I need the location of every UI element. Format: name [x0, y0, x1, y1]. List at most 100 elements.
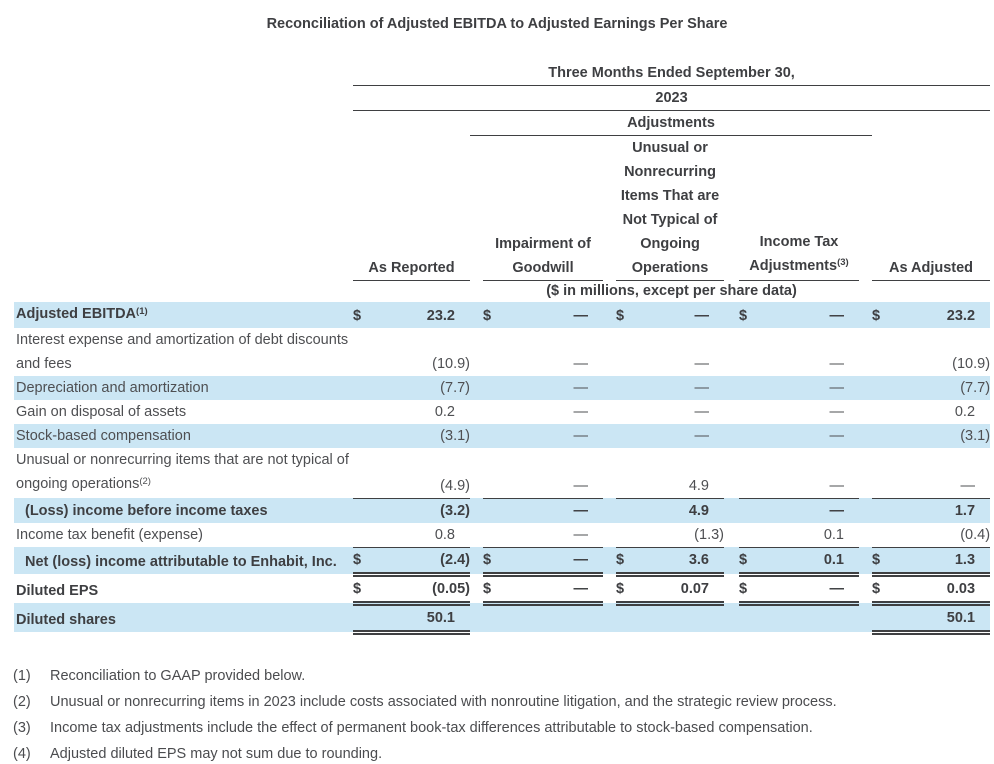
text-line: Impairment of: [495, 235, 591, 252]
cell-value: (7.7): [888, 376, 991, 400]
cell-value: 0.07: [632, 574, 724, 606]
cell-dollar-sign: $: [872, 302, 888, 328]
cell-value: 4.9: [632, 498, 724, 523]
cell-dollar-sign: [353, 603, 369, 635]
cell-value: —: [499, 424, 603, 448]
page-title: Reconciliation of Adjusted EBITDA to Adj…: [266, 16, 728, 32]
column-gap: [470, 574, 483, 603]
cell-dollar-sign: [739, 400, 755, 424]
table-row: Unusual or nonrecurring items that are n…: [14, 448, 991, 499]
col-header-unusual-nonrecurring-items: Unusual or Nonrecurring Items That are Not …: [616, 135, 724, 281]
column-gap: [724, 135, 739, 280]
text-line: Unusual or: [632, 139, 708, 156]
cell-dollar-sign: [739, 328, 755, 376]
column-gap: [724, 328, 739, 376]
cell-dollar-sign: $: [739, 547, 755, 577]
cell-value: 0.2: [954, 404, 976, 420]
row-label: Diluted shares: [14, 603, 353, 632]
text-line: Operations: [631, 259, 709, 276]
text-line: Income Tax: [759, 233, 839, 250]
cell-value: 0.1: [755, 547, 859, 577]
column-gap: [859, 603, 872, 632]
year-header: 2023: [353, 85, 991, 111]
cell-value: (1.3): [632, 522, 724, 548]
cell-dollar-sign: [483, 603, 499, 632]
column-gap: [603, 498, 616, 523]
footnote: (4) Adjusted diluted EPS may not sum due …: [13, 741, 994, 764]
column-gap: [859, 376, 872, 400]
cell-dollar-sign: [353, 328, 369, 376]
column-gap: [603, 135, 616, 280]
cell-dollar-sign: [353, 448, 369, 499]
cell-dollar-sign: [739, 498, 755, 523]
column-gap: [724, 547, 739, 574]
row-label: Gain on disposal of assets: [14, 400, 353, 424]
header-spacer: [14, 280, 353, 302]
cell-dollar-sign: $: [483, 574, 499, 606]
cell-dollar-sign: [872, 498, 888, 523]
cell-value: —: [829, 356, 845, 372]
cell-value: —: [632, 424, 724, 448]
column-gap: [724, 523, 739, 548]
cell-dollar-sign: [616, 498, 632, 523]
footnote-marker: (2): [13, 693, 31, 710]
cell-dollar-sign: [872, 448, 888, 499]
cell-value: 4.9: [632, 448, 724, 499]
cell-value: —: [755, 448, 859, 499]
header-spacer: [14, 135, 353, 280]
cell-dollar-sign: [483, 400, 499, 424]
cell-value: 50.1: [369, 603, 470, 635]
cell-value: [755, 603, 859, 632]
row-label: Stock-based compensation: [14, 424, 353, 448]
row-label: Income tax benefit (expense): [14, 523, 353, 548]
column-gap: [470, 424, 483, 448]
column-gap: [724, 376, 739, 400]
cell-dollar-sign: [616, 522, 632, 548]
cell-value: 0.03: [888, 574, 991, 606]
cell-dollar-sign: [872, 522, 888, 548]
period-header-row: Three Months Ended September 30,: [14, 60, 991, 86]
cell-value: —: [755, 376, 859, 400]
cell-dollar-sign: $: [483, 302, 499, 328]
cell-dollar-sign: $: [872, 547, 888, 577]
footnote-text: Income tax adjustments include the effec…: [50, 719, 813, 736]
text-line: Goodwill: [512, 259, 574, 276]
cell-dollar-sign: $: [739, 574, 755, 606]
column-gap: [859, 574, 872, 603]
cell-dollar-sign: [483, 424, 499, 448]
text-line: Gain on disposal of assets: [16, 404, 187, 420]
column-gap: [470, 135, 483, 280]
cell-value: —: [755, 574, 859, 606]
footnote-marker: (3): [13, 719, 31, 736]
column-gap: [470, 498, 483, 523]
text-line: Diluted shares: [16, 612, 116, 628]
text-line: Interest expense and amortization of deb…: [16, 332, 349, 348]
cell-dollar-sign: [483, 498, 499, 523]
footnote-reference: (1): [136, 305, 148, 317]
cell-value: —: [888, 448, 991, 499]
text-line: Adjustments(3): [749, 257, 849, 274]
cell-dollar-sign: [872, 328, 888, 376]
row-label: Adjusted EBITDA(1): [14, 302, 353, 328]
cell-value: 23.2: [888, 302, 991, 328]
column-gap: [603, 523, 616, 548]
cell-dollar-sign: $: [616, 574, 632, 606]
cell-dollar-sign: [739, 424, 755, 448]
column-gap: [470, 302, 483, 328]
column-gap: [724, 574, 739, 603]
cell-value: (0.4): [888, 522, 991, 548]
column-gap: [470, 376, 483, 400]
column-gap: [470, 400, 483, 424]
footnote-text: Reconciliation to GAAP provided below.: [50, 667, 306, 684]
cell-value: —: [632, 376, 724, 400]
cell-dollar-sign: [739, 376, 755, 400]
table-row: Stock-based compensation (3.1) — — — (3.1): [14, 424, 991, 448]
units-note-row: ($ in millions, except per share data): [14, 280, 990, 302]
col-header-impairment-of-goodwill: Impairment of Goodwill: [483, 135, 603, 281]
text-line: Net (loss) income attributable to Enhabi…: [25, 554, 337, 570]
cell-dollar-sign: [739, 448, 755, 499]
cell-value: —: [499, 302, 603, 328]
cell-value: —: [694, 356, 710, 372]
cell-dollar-sign: [739, 522, 755, 548]
